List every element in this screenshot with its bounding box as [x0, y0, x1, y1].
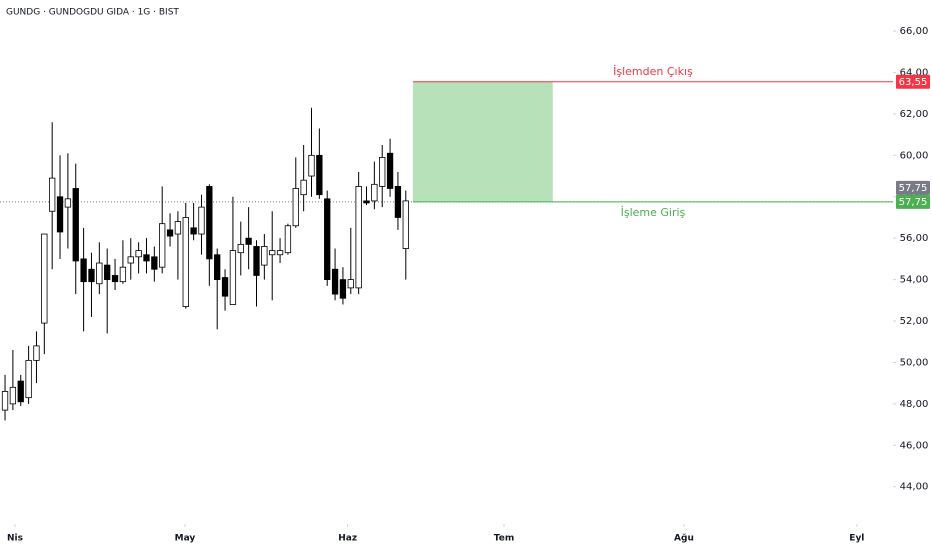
- candle-body: [347, 279, 354, 289]
- y-tick-label: 46,00: [900, 440, 929, 451]
- candle-body: [331, 268, 339, 295]
- candle-body: [104, 264, 111, 281]
- candle-body: [159, 223, 166, 268]
- candle-body: [355, 186, 362, 289]
- candle-body: [119, 266, 127, 283]
- level-label: İşlemden Çıkış: [613, 65, 693, 78]
- level-label: İşleme Giriş: [621, 206, 686, 219]
- candle-body: [151, 256, 158, 270]
- candle-body: [308, 154, 315, 177]
- position-zone: [412, 81, 553, 202]
- chart-title: GUNDG · GUNDOGDU GIDA · 1G · BIST: [6, 8, 179, 18]
- candle-body: [96, 262, 103, 285]
- price-tag-label: 57,75: [899, 183, 928, 194]
- candle-body: [64, 198, 72, 208]
- candle-body: [80, 258, 87, 283]
- candle-body: [402, 200, 409, 249]
- candle-body: [41, 233, 48, 324]
- candle-body: [300, 179, 307, 196]
- candle-body: [324, 198, 331, 281]
- candle-body: [292, 188, 299, 227]
- candle-body: [56, 196, 64, 233]
- candle-body: [379, 157, 386, 187]
- price-tag: [896, 180, 930, 195]
- candle-body: [143, 254, 150, 262]
- y-tick-label: 66,00: [900, 26, 929, 37]
- candle-body: [135, 250, 142, 258]
- candle-body: [198, 206, 205, 235]
- candle-body: [316, 154, 323, 196]
- candle-body: [363, 200, 370, 204]
- candle-body: [182, 217, 189, 307]
- candle-body: [190, 227, 197, 235]
- candle-body: [111, 275, 119, 283]
- candle-body: [214, 254, 221, 281]
- candle-body: [229, 250, 237, 305]
- candle-body: [245, 237, 252, 245]
- candle-body: [206, 186, 213, 260]
- x-tick-label: Tem: [494, 534, 514, 544]
- candle-body: [386, 152, 394, 189]
- candle-body: [88, 268, 95, 283]
- candle-body: [284, 225, 292, 254]
- candle-body: [25, 359, 32, 399]
- y-tick-label: 64,00: [900, 67, 929, 78]
- price-tag-label: 57,75: [899, 197, 928, 208]
- price-tag: [896, 194, 930, 209]
- candle-body: [1, 391, 9, 411]
- y-tick-label: 52,00: [900, 316, 929, 327]
- y-tick-label: 44,00: [900, 482, 929, 493]
- candle-body: [127, 256, 134, 264]
- candle-body: [174, 221, 182, 235]
- candle-body: [9, 386, 17, 405]
- candle-body: [261, 246, 268, 266]
- candle-body: [221, 277, 229, 297]
- y-tick-label: 56,00: [900, 233, 929, 244]
- y-tick-label: 48,00: [900, 399, 929, 410]
- candle-body: [339, 279, 347, 299]
- candle-body: [17, 380, 24, 403]
- candle-body: [253, 246, 260, 276]
- candle-body: [33, 345, 40, 361]
- y-tick-label: 60,00: [900, 150, 929, 161]
- candle-body: [72, 188, 79, 262]
- candle-body: [276, 250, 284, 256]
- y-tick-label: 50,00: [900, 357, 929, 368]
- x-tick-label: Nis: [7, 534, 23, 544]
- candle-body: [269, 250, 276, 256]
- x-tick-label: Haz: [338, 534, 357, 544]
- price-tag-label: 63,55: [899, 77, 928, 88]
- candle-body: [166, 229, 174, 237]
- candle-body: [49, 177, 56, 212]
- x-tick-label: May: [175, 534, 196, 544]
- y-tick-label: 54,00: [900, 275, 929, 286]
- candle-body: [237, 243, 244, 254]
- candle-body: [394, 186, 402, 218]
- x-tick-label: Eyl: [849, 534, 864, 544]
- price-tag: [896, 74, 930, 89]
- x-tick-label: Ağu: [674, 534, 694, 544]
- y-tick-label: 62,00: [900, 109, 929, 120]
- candle-body: [371, 183, 378, 202]
